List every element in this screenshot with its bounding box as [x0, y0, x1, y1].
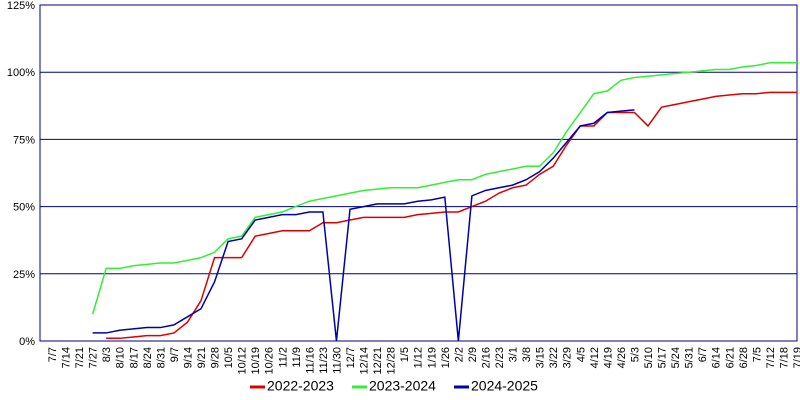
x-tick-label: 8/31	[155, 347, 167, 368]
x-tick-label: 12/14	[359, 347, 371, 375]
x-tick-label: 11/30	[331, 347, 343, 374]
x-tick-label: 7/7	[47, 347, 59, 362]
x-tick-label: 9/28	[210, 347, 222, 368]
x-tick-label: 7/14	[61, 347, 73, 368]
plot-frame	[39, 4, 798, 342]
x-tick-label: 9/7	[169, 347, 181, 362]
x-tick-label: 6/14	[711, 347, 723, 368]
x-tick-label: 8/10	[115, 347, 127, 368]
y-tick-label: 25%	[13, 269, 35, 281]
x-tick-label: 2/9	[467, 347, 479, 362]
x-tick-label: 5/3	[629, 347, 641, 362]
x-tick-label: 6/7	[697, 347, 709, 362]
x-tick-label: 1/19	[426, 347, 438, 368]
x-tick-label: 5/17	[657, 347, 669, 368]
x-tick-label: 9/21	[196, 347, 208, 368]
x-tick-label: 7/27	[88, 347, 100, 368]
x-tick-label: 7/19	[792, 347, 800, 368]
x-tick-label: 4/19	[602, 347, 614, 368]
x-tick-label: 10/12	[237, 347, 249, 375]
y-tick-label: 0%	[19, 336, 35, 348]
legend-label: 2022-2023	[267, 378, 334, 394]
x-tick-label: 3/15	[535, 347, 547, 368]
y-tick-label: 75%	[13, 134, 35, 146]
y-tick-label: 100%	[7, 67, 35, 79]
x-tick-label: 7/18	[778, 347, 790, 368]
x-tick-label: 5/24	[670, 347, 682, 368]
x-tick-label: 4/12	[589, 347, 601, 368]
x-tick-label: 1/12	[413, 347, 425, 368]
x-tick-label: 12/28	[386, 347, 398, 375]
legend-label: 2023-2024	[369, 378, 436, 394]
x-tick-label: 3/8	[521, 347, 533, 362]
x-tick-label: 11/16	[304, 347, 316, 374]
x-tick-label: 11/23	[318, 347, 330, 374]
x-tick-label: 5/31	[684, 347, 696, 368]
x-tick-label: 8/24	[142, 347, 154, 368]
x-tick-label: 7/21	[74, 347, 86, 368]
y-tick-label: 50%	[13, 202, 35, 214]
x-tick-label: 10/26	[264, 347, 276, 375]
x-tick-label: 3/29	[562, 347, 574, 368]
x-tick-label: 11/9	[291, 347, 303, 368]
x-tick-label: 8/17	[128, 347, 140, 368]
y-tick-label: 125%	[7, 0, 35, 12]
x-tick-label: 4/5	[575, 347, 587, 362]
x-tick-label: 1/5	[399, 347, 411, 362]
x-tick-label: 6/21	[724, 347, 736, 368]
x-tick-label: 7/5	[751, 347, 763, 362]
x-tick-label: 9/14	[182, 347, 194, 368]
x-tick-label: 12/7	[345, 347, 357, 368]
x-tick-label: 4/26	[616, 347, 628, 368]
x-tick-label: 6/28	[738, 347, 750, 368]
x-tick-label: 10/5	[223, 347, 235, 368]
legend-label: 2024-2025	[471, 378, 538, 394]
x-tick-label: 11/2	[277, 347, 289, 368]
x-tick-label: 1/26	[440, 347, 452, 368]
x-tick-label: 5/10	[643, 347, 655, 368]
x-tick-label: 10/19	[250, 347, 262, 375]
x-tick-label: 8/3	[101, 347, 113, 362]
x-tick-label: 2/2	[453, 347, 465, 362]
x-tick-label: 3/22	[548, 347, 560, 368]
x-tick-label: 3/1	[508, 347, 520, 362]
series-line	[106, 91, 797, 340]
x-tick-label: 12/21	[372, 347, 384, 375]
x-tick-label: 2/16	[480, 347, 492, 368]
x-tick-label: 2/23	[494, 347, 506, 368]
x-tick-label: 7/12	[765, 347, 777, 368]
series-line	[91, 62, 797, 315]
series-line	[92, 109, 635, 342]
